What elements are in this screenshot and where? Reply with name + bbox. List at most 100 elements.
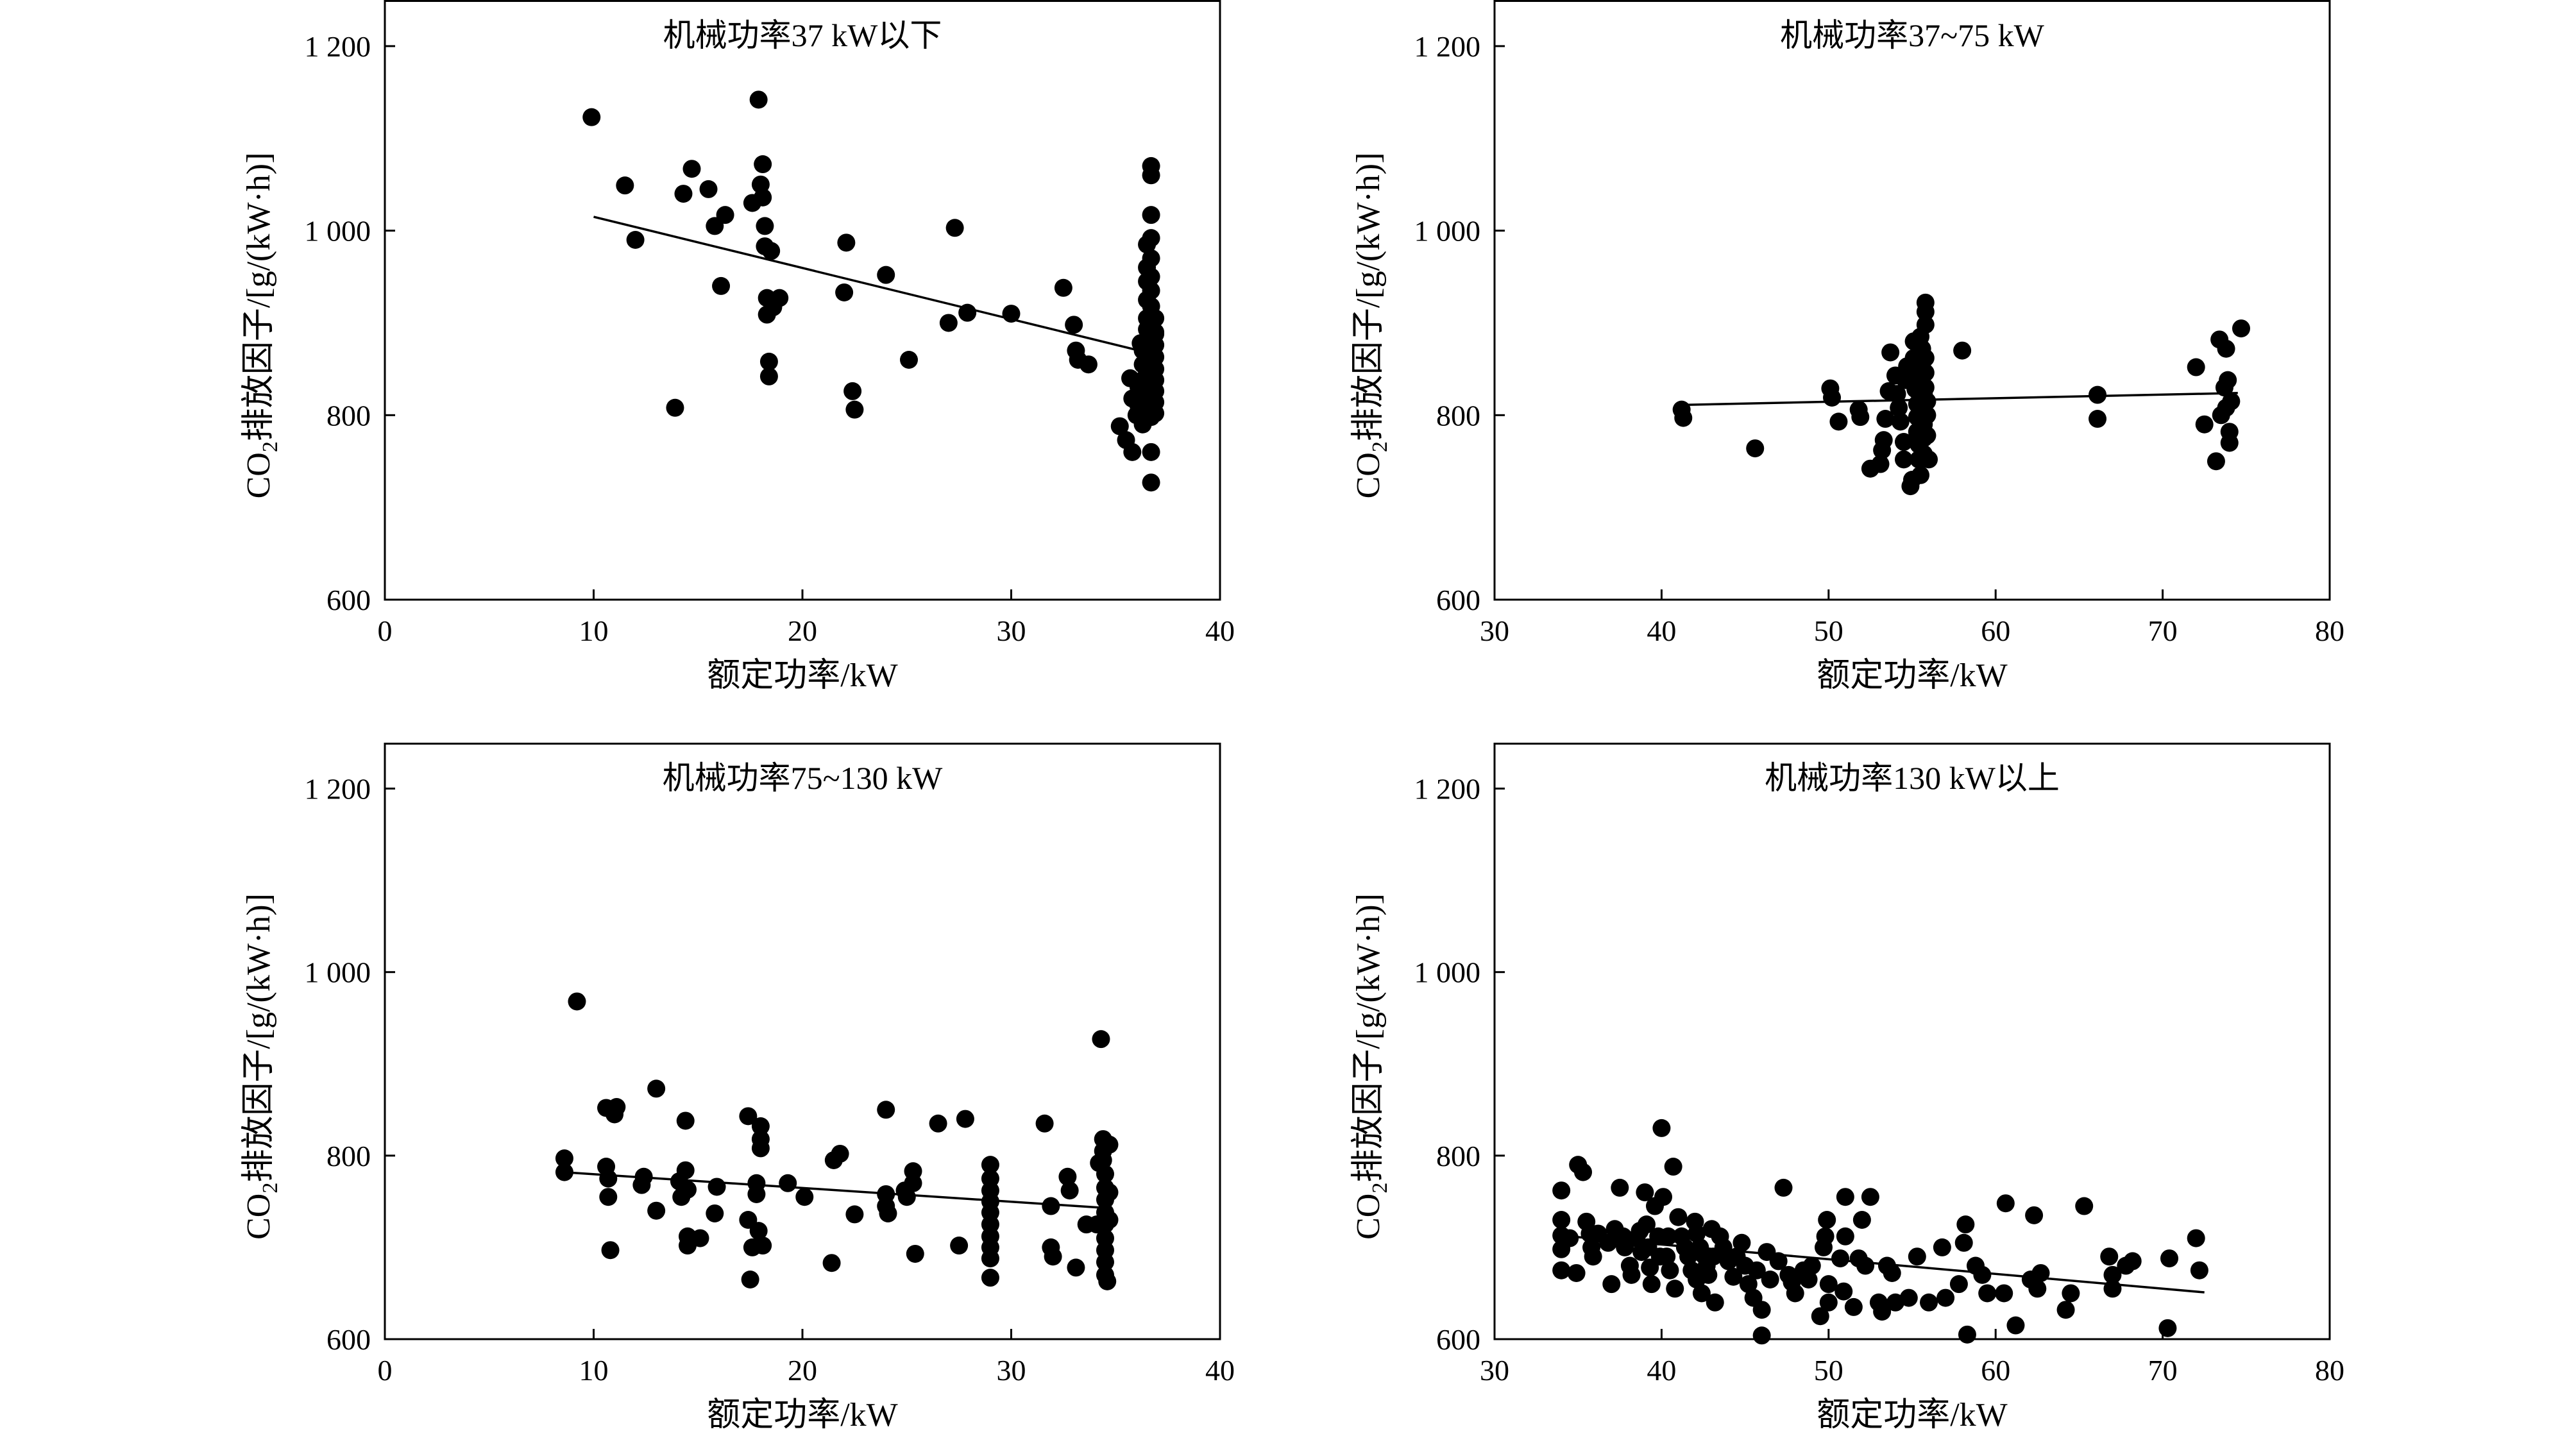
data-point — [1142, 166, 1160, 185]
data-point — [2219, 371, 2237, 389]
data-point — [754, 188, 772, 207]
y-tick-label: 1 200 — [1414, 30, 1481, 63]
data-point — [845, 400, 864, 419]
data-point — [1816, 1227, 1835, 1246]
data-point — [2190, 1261, 2208, 1280]
y-axis-label: CO2排放因子/[g/(kW·h)] — [241, 893, 282, 1240]
data-point — [1876, 410, 1895, 428]
trend-line — [562, 1170, 1106, 1210]
data-point — [1831, 1249, 1850, 1268]
y-axis-label-rest: 排放因子/[g/(kW·h)] — [241, 893, 277, 1183]
data-point — [1096, 1165, 1114, 1183]
data-point — [1769, 1252, 1788, 1271]
data-point — [1899, 1288, 1918, 1307]
data-point — [1881, 343, 1900, 362]
y-tick-label: 800 — [326, 399, 371, 432]
data-point — [1669, 1208, 1688, 1226]
trend-line — [1570, 1235, 2205, 1294]
data-point — [1747, 1261, 1766, 1280]
data-point — [1995, 1284, 2013, 1303]
data-point — [1920, 1293, 1938, 1312]
data-point — [2028, 1280, 2047, 1298]
y-tick-label: 1 200 — [1414, 773, 1481, 806]
y-axis-label: CO2排放因子/[g/(kW·h)] — [1350, 153, 1392, 499]
data-point — [1146, 323, 1165, 341]
data-point — [1819, 1275, 1838, 1294]
y-axis-label-subscript: 2 — [258, 441, 282, 452]
data-point — [1574, 1163, 1593, 1181]
data-point — [1958, 1325, 1976, 1344]
x-tick-label: 60 — [1981, 1354, 2010, 1387]
data-point — [1584, 1247, 1602, 1266]
x-tick-label: 10 — [579, 614, 609, 647]
x-tick-label: 30 — [1480, 614, 1509, 647]
data-point — [1953, 341, 1972, 360]
y-tick-label: 1 000 — [305, 215, 371, 248]
data-point — [1949, 1275, 1968, 1294]
panel-37-75kw: 30 40 50 60 70 80 600 800 1 000 1 200 机械功率37~75 kW… — [1350, 0, 2344, 694]
data-point — [1065, 316, 1083, 334]
data-point — [1871, 455, 1890, 473]
trend-line — [593, 215, 1148, 354]
data-point — [1894, 450, 1913, 469]
data-point — [1637, 1215, 1656, 1234]
data-point — [2195, 415, 2214, 434]
data-point — [1874, 431, 1893, 450]
data-point — [1654, 1188, 1673, 1206]
data-point — [1611, 1178, 1629, 1197]
data-point — [1567, 1263, 1586, 1282]
data-point — [1142, 443, 1160, 461]
data-point — [2217, 339, 2235, 358]
data-point — [741, 1271, 759, 1288]
data-point — [1973, 1265, 1992, 1284]
y-tick-label: 600 — [326, 1323, 371, 1356]
data-point — [1918, 406, 1936, 425]
x-tick-label: 10 — [579, 1354, 609, 1387]
x-tick-label: 30 — [997, 614, 1026, 647]
data-point — [1706, 1293, 1724, 1312]
data-point — [2222, 392, 2241, 410]
data-point — [1891, 412, 1910, 431]
data-point — [1888, 385, 1906, 403]
panel-title: 机械功率37~75 kW — [1780, 17, 2045, 53]
data-point — [678, 1180, 697, 1199]
data-point — [945, 219, 964, 237]
y-axis-label-co: CO — [241, 452, 277, 498]
x-tick-label: 70 — [2148, 614, 2178, 647]
data-point — [2075, 1197, 2094, 1215]
data-point — [2056, 1301, 2075, 1319]
trend-line — [1678, 392, 2238, 407]
data-point — [1692, 1284, 1711, 1303]
data-point — [1852, 1211, 1871, 1229]
data-point — [845, 1205, 864, 1224]
data-point — [599, 1169, 618, 1188]
data-point — [1861, 1188, 1879, 1206]
data-point — [1142, 267, 1160, 286]
x-tick-label: 0 — [378, 1354, 393, 1387]
data-point — [1142, 282, 1160, 300]
data-point — [1058, 1167, 1077, 1186]
panel-below-37kw: 0 10 20 30 40 600 800 1 000 1 200 机械功率37 kW以下额定功率… — [241, 0, 1235, 694]
data-point — [1674, 409, 1693, 427]
data-point — [1060, 1181, 1079, 1200]
data-point — [1819, 1293, 1838, 1312]
x-tick-label: 70 — [2148, 1354, 2178, 1387]
data-point — [1092, 1030, 1110, 1049]
data-point — [1823, 388, 1842, 407]
data-point — [754, 1237, 772, 1255]
data-point — [822, 1254, 841, 1272]
data-point — [897, 1188, 916, 1206]
data-point — [981, 1156, 999, 1174]
data-point — [1100, 1135, 1119, 1154]
data-point — [906, 1244, 924, 1263]
y-axis-label-rest: 排放因子/[g/(kW·h)] — [241, 153, 277, 442]
data-point — [1042, 1197, 1060, 1215]
data-point — [1100, 1183, 1119, 1202]
x-tick-label: 20 — [788, 1354, 817, 1387]
data-point — [1918, 392, 1936, 410]
data-point — [1916, 378, 1935, 397]
y-axis-label-co: CO — [241, 1194, 277, 1240]
y-tick-label: 800 — [1436, 1140, 1480, 1172]
data-point — [756, 217, 774, 235]
y-tick-label: 600 — [1436, 584, 1480, 616]
